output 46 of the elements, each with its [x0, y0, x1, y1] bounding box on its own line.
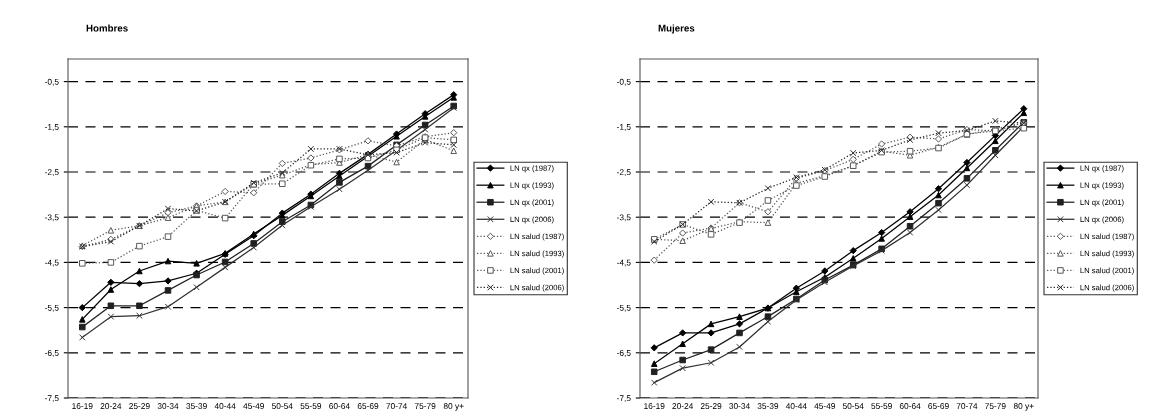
x-tick-label: 20-24 — [672, 403, 694, 409]
x-tick-label: 70-74 — [386, 403, 407, 409]
x-tick-label: 50-54 — [271, 403, 293, 409]
x-tick-label: 40-44 — [214, 403, 236, 409]
x-tick-label: 75-79 — [414, 403, 436, 409]
y-tick-label: -1,5 — [616, 124, 631, 131]
x-tick-label: 55-59 — [300, 403, 322, 409]
x-tick-label: 20-24 — [100, 403, 122, 409]
y-tick-label: -0,5 — [44, 78, 59, 86]
x-tick-label: 65-69 — [357, 403, 379, 409]
x-tick-label: 35-39 — [186, 403, 207, 409]
chart-title: Mujeres — [658, 24, 695, 34]
x-tick-label: 60-64 — [329, 403, 350, 409]
chart-title: Hombres — [86, 24, 128, 32]
x-tick-label: 60-64 — [899, 403, 921, 409]
x-tick-label: 25-29 — [700, 403, 722, 409]
x-tick-label: 70-74 — [956, 403, 978, 409]
x-tick-label: 45-49 — [243, 403, 264, 409]
y-tick-label: -2,5 — [44, 169, 59, 177]
x-tick-label: 16-19 — [72, 403, 93, 409]
x-tick-label: 80 y+ — [443, 403, 464, 411]
x-tick-label: 55-59 — [871, 403, 892, 409]
y-tick-label: -6,5 — [616, 350, 631, 357]
x-tick-label: 30-34 — [729, 403, 750, 409]
y-tick-label: -7,5 — [44, 395, 59, 403]
x-tick-label: 45-49 — [814, 403, 836, 409]
x-tick-label: 50-54 — [842, 403, 864, 409]
y-tick-label: -3,5 — [616, 214, 631, 222]
x-tick-label: 25-29 — [129, 403, 150, 409]
x-tick-label: 16-19 — [644, 403, 665, 409]
y-tick-label: -1,5 — [44, 124, 59, 131]
y-tick-label: -7,5 — [616, 395, 631, 403]
y-tick-label: -0,5 — [616, 78, 631, 86]
x-tick-label: 30-34 — [157, 403, 179, 409]
y-tick-label: -3,5 — [44, 214, 59, 222]
x-tick-label: 35-39 — [757, 403, 779, 409]
y-tick-label: -5,5 — [616, 304, 631, 312]
y-tick-label: -4,5 — [44, 259, 59, 267]
x-tick-label: 80 y+ — [1013, 403, 1034, 411]
x-tick-label: 40-44 — [785, 403, 807, 409]
y-tick-label: -2,5 — [616, 169, 631, 177]
y-tick-label: -4,5 — [616, 259, 631, 267]
y-tick-label: -6,5 — [44, 350, 59, 357]
y-tick-label: -5,5 — [44, 304, 59, 312]
x-tick-label: 75-79 — [985, 403, 1006, 409]
x-tick-label: 65-69 — [928, 403, 949, 409]
